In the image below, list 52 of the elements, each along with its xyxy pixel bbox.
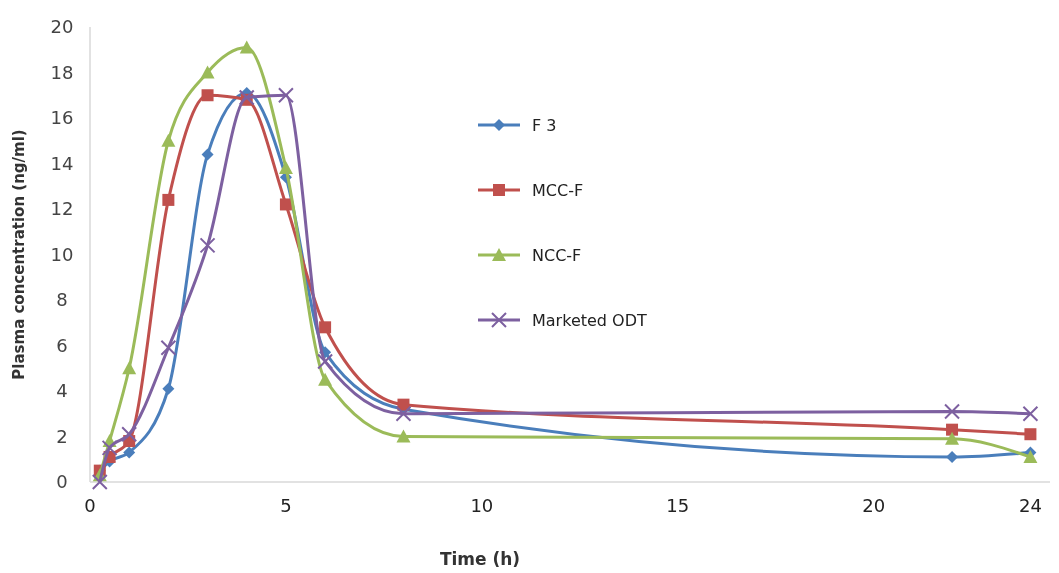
legend-label: Marketed ODT <box>532 310 647 330</box>
y-tick-label: 10 <box>50 243 74 265</box>
point <box>278 161 293 175</box>
point <box>946 423 959 436</box>
point <box>122 361 137 375</box>
point <box>277 87 294 104</box>
point <box>279 198 292 211</box>
y-tick-label: 4 <box>56 380 68 402</box>
y-tick-label: 18 <box>50 61 74 83</box>
point <box>1022 405 1039 422</box>
y-tick-label: 0 <box>56 471 68 493</box>
y-axis-title: Plasma concentration (ng/ml) <box>10 129 28 380</box>
point <box>162 193 175 206</box>
point <box>121 426 138 443</box>
point <box>944 403 961 420</box>
y-tick-label: 14 <box>50 152 74 174</box>
point <box>1024 428 1037 441</box>
point <box>319 321 332 334</box>
x-tick-label: 20 <box>862 495 886 516</box>
point <box>239 40 254 54</box>
point <box>395 405 412 422</box>
x-tick-label: 24 <box>1018 495 1042 516</box>
y-tick-label: 2 <box>56 425 68 447</box>
point <box>201 148 214 161</box>
point <box>945 431 960 445</box>
x-tick-label: 0 <box>84 495 96 516</box>
point <box>200 65 215 79</box>
point <box>162 382 175 395</box>
point <box>101 439 118 456</box>
point <box>91 474 108 490</box>
y-tick-label: 8 <box>56 289 68 311</box>
y-tick-label: 20 <box>50 16 74 38</box>
x-tick-label: 15 <box>666 495 690 516</box>
y-tick-label: 16 <box>50 107 74 129</box>
x-tick-label: 5 <box>280 495 292 516</box>
legend-label: MCC-F <box>532 180 584 200</box>
point <box>318 372 333 386</box>
point <box>201 89 214 102</box>
point <box>161 133 176 147</box>
point <box>160 339 177 356</box>
point <box>199 237 216 254</box>
x-axis-title: Time (h) <box>439 549 521 569</box>
legend-label: F 3 <box>532 115 557 135</box>
point <box>396 429 411 443</box>
point <box>1023 449 1038 463</box>
y-tick-label: 12 <box>50 198 74 220</box>
point <box>238 89 255 106</box>
point <box>317 353 334 370</box>
x-tick-label: 10 <box>470 495 494 516</box>
legend-label: NCC-F <box>532 245 582 265</box>
point <box>123 446 136 459</box>
y-tick-label: 6 <box>56 334 68 356</box>
